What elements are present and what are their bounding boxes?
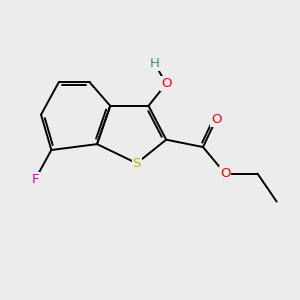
Text: O: O — [211, 112, 221, 126]
Text: H: H — [149, 57, 159, 70]
Text: S: S — [133, 157, 141, 170]
Text: F: F — [32, 173, 39, 186]
Text: O: O — [161, 77, 171, 90]
Text: O: O — [220, 167, 230, 180]
